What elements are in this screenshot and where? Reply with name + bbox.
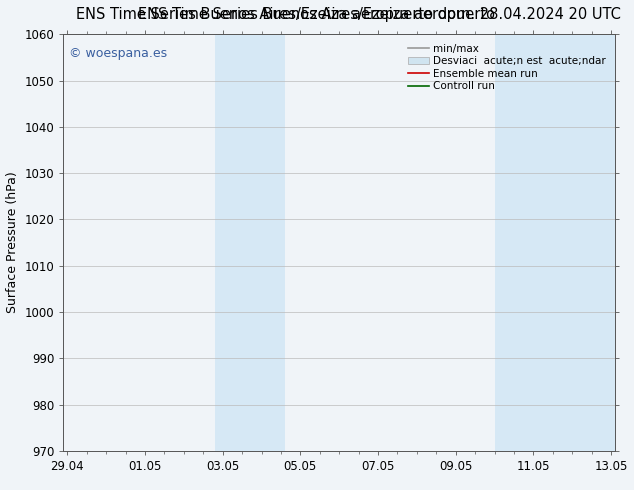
Text: ENS Time Series Buenos Aires/Ezeiza aeropuerto: ENS Time Series Buenos Aires/Ezeiza aero…	[138, 7, 496, 23]
Text: © woespana.es: © woespana.es	[69, 47, 167, 60]
Text: dom. 28.04.2024 20 UTC: dom. 28.04.2024 20 UTC	[439, 7, 621, 23]
Bar	[495, 34, 615, 451]
Legend: min/max, Desviaci  acute;n est  acute;ndar, Ensemble mean run, Controll run: min/max, Desviaci acute;n est acute;ndar…	[404, 40, 610, 96]
Y-axis label: Surface Pressure (hPa): Surface Pressure (hPa)	[6, 172, 19, 314]
Bar	[215, 34, 285, 451]
Text: ENS Time Series Buenos Aires/Ezeiza aeropuerto: ENS Time Series Buenos Aires/Ezeiza aero…	[76, 7, 433, 23]
